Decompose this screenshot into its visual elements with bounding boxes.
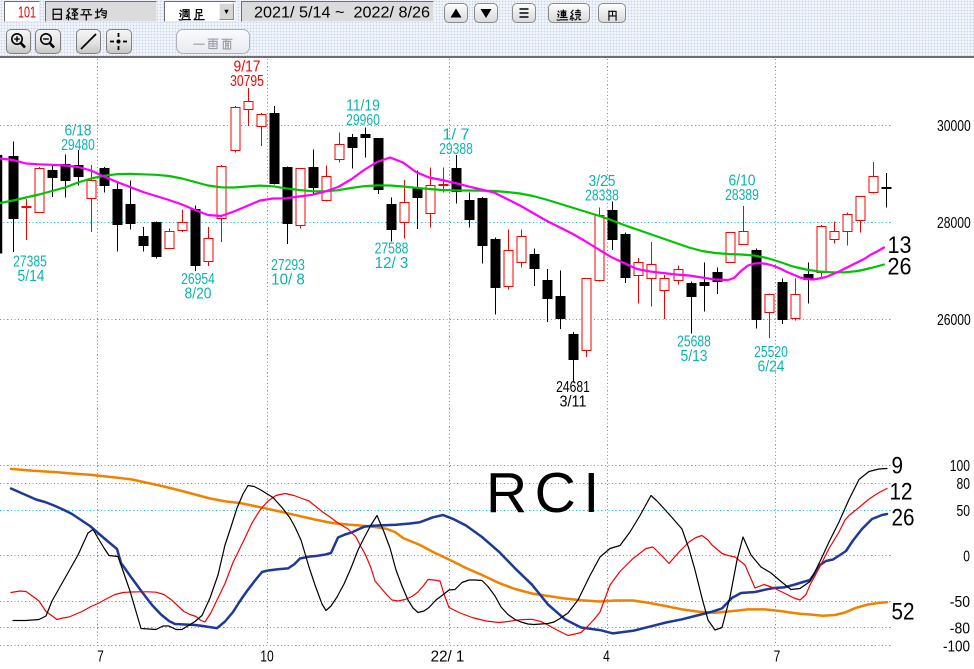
svg-text:26954: 26954 <box>181 271 215 288</box>
svg-text:6/18: 6/18 <box>65 123 92 140</box>
svg-text:25688: 25688 <box>677 334 711 351</box>
svg-text:RCI: RCI <box>486 461 607 525</box>
svg-text:27385: 27385 <box>13 254 47 271</box>
svg-text:1/ 7: 1/ 7 <box>443 127 470 144</box>
svg-text:10/ 8: 10/ 8 <box>271 272 305 289</box>
svg-text:3/11: 3/11 <box>560 394 587 411</box>
svg-text:9/17: 9/17 <box>234 59 261 76</box>
svg-text:80: 80 <box>957 476 971 493</box>
svg-text:26000: 26000 <box>937 312 971 329</box>
svg-text:5/14: 5/14 <box>18 268 45 285</box>
svg-text:29480: 29480 <box>61 137 95 154</box>
svg-text:29960: 29960 <box>346 112 380 129</box>
svg-text:6/24: 6/24 <box>758 359 785 376</box>
svg-text:27588: 27588 <box>375 241 409 258</box>
svg-text:7: 7 <box>97 649 104 666</box>
svg-text:12: 12 <box>890 479 913 506</box>
svg-text:8/20: 8/20 <box>185 286 212 303</box>
svg-text:101: 101 <box>18 5 36 22</box>
svg-text:26: 26 <box>888 254 912 281</box>
svg-text:7: 7 <box>774 649 781 666</box>
svg-text:50: 50 <box>957 503 971 520</box>
svg-text:9: 9 <box>892 453 904 480</box>
svg-text:-80: -80 <box>950 620 970 637</box>
svg-text:30795: 30795 <box>230 73 264 90</box>
svg-text:27293: 27293 <box>271 257 305 274</box>
svg-text:2021/ 5/14 ~ 2022/ 8/26: 2021/ 5/14 ~ 2022/ 8/26 <box>254 5 430 22</box>
svg-text:26: 26 <box>892 505 915 532</box>
svg-text:24681: 24681 <box>556 379 590 396</box>
svg-text:28389: 28389 <box>725 187 759 204</box>
svg-text:3/25: 3/25 <box>589 173 616 190</box>
svg-text:4: 4 <box>603 649 610 666</box>
svg-text:11/19: 11/19 <box>346 98 380 115</box>
svg-text:6/10: 6/10 <box>729 173 756 190</box>
svg-text:-100: -100 <box>943 638 970 655</box>
svg-text:22/ 1: 22/ 1 <box>431 649 465 666</box>
svg-text:100: 100 <box>950 458 970 475</box>
svg-text:0: 0 <box>963 548 970 565</box>
svg-text:29388: 29388 <box>439 141 473 158</box>
svg-text:30000: 30000 <box>937 118 971 135</box>
svg-text:28000: 28000 <box>937 215 971 232</box>
svg-text:10: 10 <box>260 649 274 666</box>
svg-text:-50: -50 <box>950 594 970 611</box>
svg-text:12/ 3: 12/ 3 <box>375 255 409 272</box>
svg-text:52: 52 <box>892 599 915 626</box>
svg-text:5/13: 5/13 <box>681 348 708 365</box>
svg-text:13: 13 <box>888 232 912 259</box>
svg-text:25520: 25520 <box>754 344 788 361</box>
svg-text:28338: 28338 <box>585 188 619 205</box>
